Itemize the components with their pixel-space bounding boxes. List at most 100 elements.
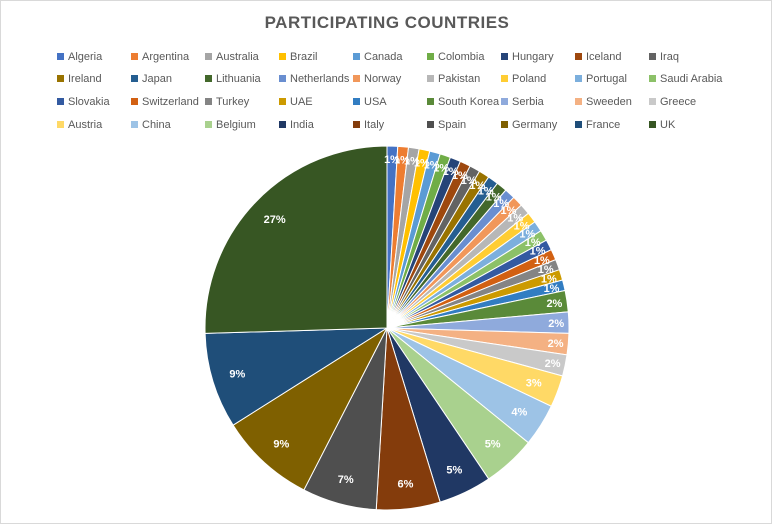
- legend-swatch: [649, 52, 656, 60]
- data-label: 1%: [469, 180, 485, 192]
- legend-label: India: [290, 119, 314, 131]
- data-label: 1%: [525, 237, 541, 249]
- legend-swatch: [575, 120, 582, 128]
- legend-item: Argentina: [131, 49, 189, 65]
- legend-label: Ireland: [68, 73, 102, 85]
- legend-item: Canada: [353, 49, 403, 65]
- data-label: 1%: [394, 154, 410, 166]
- data-label: 1%: [443, 166, 459, 178]
- legend-label: Belgium: [216, 119, 256, 131]
- legend-item: Ireland: [57, 71, 102, 87]
- legend-swatch: [205, 74, 212, 82]
- legend-label: Colombia: [438, 51, 485, 63]
- legend-item: Turkey: [205, 94, 249, 110]
- legend-label: USA: [364, 96, 387, 108]
- legend: Algeria Argentina Australia Brazil Canada Col…: [57, 49, 757, 141]
- legend-label: Iraq: [660, 51, 679, 63]
- pie-labels: 1%1%1%1%1%1%1%1%1%1%1%1%1%1%1%1%1%1%1%1%…: [229, 154, 564, 491]
- legend-swatch: [427, 120, 434, 128]
- legend-swatch: [131, 97, 138, 105]
- data-label: 1%: [541, 274, 557, 286]
- legend-item: Colombia: [427, 49, 484, 65]
- legend-item: Switzerland: [131, 94, 199, 110]
- legend-item: France: [575, 117, 620, 133]
- legend-label: Brazil: [290, 51, 318, 63]
- legend-item: UK: [649, 117, 675, 133]
- legend-swatch: [279, 52, 286, 60]
- legend-label: France: [586, 119, 621, 131]
- legend-item: Italy: [353, 117, 384, 133]
- legend-item: Netherlands: [279, 71, 349, 87]
- legend-swatch: [427, 52, 434, 60]
- data-label: 1%: [544, 283, 560, 295]
- data-label: 2%: [548, 318, 564, 330]
- data-label: 9%: [273, 438, 289, 450]
- legend-swatch: [353, 52, 360, 60]
- legend-swatch: [131, 120, 138, 128]
- legend-label: Switzerland: [142, 96, 199, 108]
- legend-label: Saudi Arabia: [660, 73, 723, 85]
- legend-item: Austria: [57, 117, 102, 133]
- legend-label: South Korea: [438, 96, 500, 108]
- legend-label: Canada: [364, 51, 403, 63]
- data-label: 9%: [229, 369, 245, 381]
- legend-swatch: [279, 120, 286, 128]
- data-label: 1%: [433, 163, 449, 175]
- data-label: 1%: [530, 246, 546, 258]
- legend-item: China: [131, 117, 171, 133]
- data-label: 2%: [548, 338, 564, 350]
- legend-swatch: [57, 97, 64, 105]
- legend-swatch: [57, 52, 64, 60]
- data-label: 4%: [511, 407, 527, 419]
- legend-item: Iraq: [649, 49, 679, 65]
- data-label: 1%: [493, 198, 509, 210]
- legend-item: Pakistan: [427, 71, 480, 87]
- legend-swatch: [353, 74, 360, 82]
- legend-label: Netherlands: [290, 73, 350, 85]
- data-label: 2%: [545, 358, 561, 370]
- legend-swatch: [575, 74, 582, 82]
- legend-swatch: [279, 97, 286, 105]
- legend-item: Lithuania: [205, 71, 261, 87]
- legend-label: Norway: [364, 73, 402, 85]
- pie-slices: [204, 145, 570, 511]
- legend-item: Iceland: [575, 49, 621, 65]
- data-label: 1%: [424, 160, 440, 172]
- legend-item: Portugal: [575, 71, 627, 87]
- legend-label: Australia: [216, 51, 259, 63]
- legend-item: Algeria: [57, 49, 102, 65]
- data-label: 1%: [486, 192, 502, 204]
- legend-swatch: [57, 74, 64, 82]
- legend-swatch: [501, 120, 508, 128]
- data-label: 27%: [264, 214, 286, 226]
- legend-swatch: [427, 97, 434, 105]
- legend-item: Germany: [501, 117, 557, 133]
- legend-swatch: [427, 74, 434, 82]
- legend-label: Sweeden: [586, 96, 632, 108]
- data-label: 1%: [534, 255, 550, 267]
- legend-label: Turkey: [216, 96, 250, 108]
- data-label: 1%: [538, 264, 554, 276]
- data-label: 1%: [384, 154, 400, 166]
- legend-swatch: [131, 52, 138, 60]
- legend-label: Iceland: [586, 51, 622, 63]
- legend-item: Saudi Arabia: [649, 71, 722, 87]
- legend-item: UAE: [279, 94, 313, 110]
- data-label: 1%: [452, 170, 468, 182]
- legend-label: UAE: [290, 96, 313, 108]
- legend-swatch: [501, 52, 508, 60]
- legend-item: Serbia: [501, 94, 544, 110]
- data-label: 3%: [526, 378, 542, 390]
- legend-item: Japan: [131, 71, 172, 87]
- legend-item: South Korea: [427, 94, 499, 110]
- legend-item: Belgium: [205, 117, 256, 133]
- legend-item: Norway: [353, 71, 401, 87]
- legend-label: Austria: [68, 119, 103, 131]
- legend-label: Pakistan: [438, 73, 481, 85]
- data-label: 1%: [478, 185, 494, 197]
- data-label: 1%: [414, 157, 430, 169]
- legend-label: Japan: [142, 73, 172, 85]
- legend-swatch: [57, 120, 64, 128]
- data-label: 1%: [519, 228, 535, 240]
- legend-item: Brazil: [279, 49, 318, 65]
